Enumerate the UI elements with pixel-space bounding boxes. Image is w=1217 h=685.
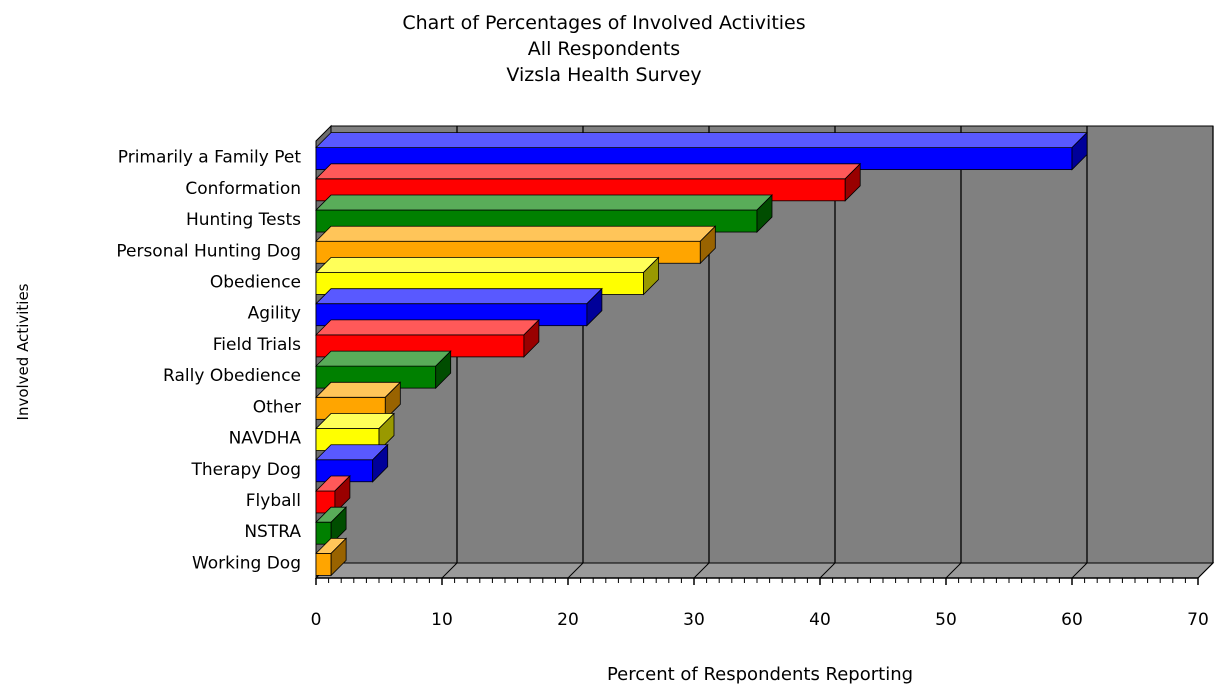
x-tick-label: 60 bbox=[1061, 610, 1083, 630]
x-axis-ticks: 0 10 20 30 40 50 60 70 bbox=[311, 577, 1209, 630]
bar-top bbox=[315, 288, 603, 305]
bar-top bbox=[315, 163, 862, 180]
bar-end bbox=[756, 194, 773, 234]
plot-floor bbox=[314, 562, 1215, 579]
x-tick-label: 0 bbox=[311, 610, 322, 630]
bar-end bbox=[523, 318, 540, 358]
x-tick-label: 70 bbox=[1187, 610, 1209, 630]
category-label: Therapy Dog bbox=[190, 460, 301, 480]
bar-end bbox=[330, 537, 347, 577]
category-label: Personal Hunting Dog bbox=[116, 241, 301, 261]
chart-title-line-3: Vizsla Health Survey bbox=[506, 64, 701, 86]
category-label: NSTRA bbox=[244, 522, 301, 542]
x-axis-title: Percent of Respondents Reporting bbox=[607, 664, 913, 685]
floor-gridline bbox=[693, 562, 710, 579]
floor-gridline bbox=[1197, 562, 1214, 579]
floor-gridline bbox=[441, 562, 458, 579]
bar-end bbox=[586, 287, 603, 327]
category-labels: Primarily a Family Pet Conformation Huntin… bbox=[116, 148, 301, 574]
bar-top bbox=[315, 132, 1088, 149]
category-label: Other bbox=[253, 397, 301, 417]
bar-top bbox=[315, 225, 717, 242]
bar-top bbox=[315, 350, 452, 367]
x-tick-label: 10 bbox=[431, 610, 453, 630]
category-label: Conformation bbox=[185, 179, 301, 199]
category-label: Hunting Tests bbox=[186, 210, 301, 230]
bar-end bbox=[378, 412, 395, 452]
x-tick-label: 50 bbox=[935, 610, 957, 630]
bar-end bbox=[334, 474, 351, 514]
y-axis-title: Involved Activities bbox=[14, 283, 32, 420]
x-tick-label: 40 bbox=[809, 610, 831, 630]
floor-gridline bbox=[945, 562, 962, 579]
bar bbox=[315, 474, 351, 514]
bar bbox=[315, 537, 348, 577]
bar-end bbox=[372, 443, 389, 483]
category-label: Working Dog bbox=[192, 553, 301, 573]
bar-top bbox=[315, 194, 773, 211]
bar-end bbox=[330, 506, 347, 546]
category-label: Primarily a Family Pet bbox=[118, 148, 302, 168]
x-tick-label: 30 bbox=[683, 610, 705, 630]
bar-end bbox=[699, 225, 716, 265]
category-label: NAVDHA bbox=[229, 429, 302, 449]
category-label: Agility bbox=[248, 304, 301, 324]
x-tick-label: 20 bbox=[557, 610, 579, 630]
bar-end bbox=[1071, 131, 1088, 171]
bar-end bbox=[384, 381, 401, 421]
bar-end bbox=[643, 256, 659, 296]
category-label: Obedience bbox=[210, 272, 301, 292]
bar-end bbox=[844, 162, 861, 202]
bar-front bbox=[315, 552, 332, 576]
floor-gridline bbox=[567, 562, 584, 579]
category-label: Rally Obedience bbox=[163, 366, 301, 386]
chart-title-line-1: Chart of Percentages of Involved Activit… bbox=[402, 12, 805, 34]
floor-gridline bbox=[819, 562, 836, 579]
chart-title: Chart of Percentages of Involved Activit… bbox=[402, 12, 805, 86]
chart-title-line-2: All Respondents bbox=[528, 38, 680, 60]
bar bbox=[315, 443, 389, 483]
bar bbox=[315, 506, 348, 546]
category-label: Field Trials bbox=[213, 335, 301, 355]
category-label: Flyball bbox=[246, 491, 301, 511]
bars bbox=[315, 131, 1088, 577]
bar-end bbox=[435, 350, 452, 390]
bar-top bbox=[315, 319, 540, 336]
bar-top bbox=[315, 257, 660, 273]
floor-gridline bbox=[1071, 562, 1088, 579]
